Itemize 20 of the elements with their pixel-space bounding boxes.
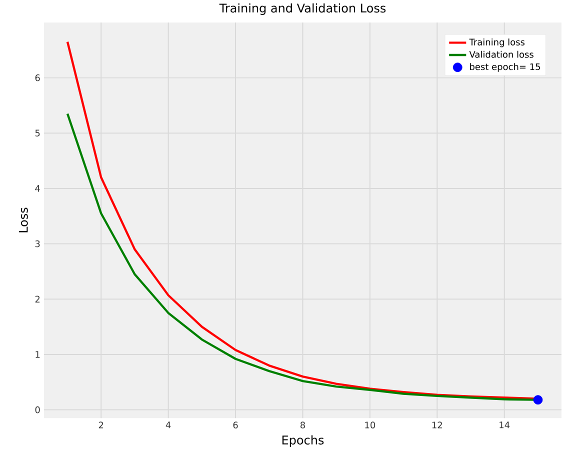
chart-title: Training and Validation Loss bbox=[219, 3, 386, 15]
x-tick-label: 10 bbox=[365, 422, 376, 428]
x-tick-label: 4 bbox=[166, 422, 171, 428]
x-axis-title: Epochs bbox=[282, 435, 324, 447]
x-tick-label: 6 bbox=[233, 422, 238, 428]
y-tick-label: 3 bbox=[35, 240, 40, 248]
y-tick-label: 1 bbox=[36, 351, 40, 358]
x-tick-label: 12 bbox=[432, 422, 442, 428]
y-tick-label: 0 bbox=[35, 406, 40, 414]
legend-label: Validation loss bbox=[469, 50, 534, 58]
y-tick-label: 2 bbox=[35, 296, 40, 302]
legend-label: best epoch= 15 bbox=[470, 63, 540, 72]
legend-label: Training loss bbox=[469, 38, 525, 48]
y-axis-title: Loss bbox=[18, 208, 28, 232]
y-tick-label: 4 bbox=[35, 185, 40, 192]
x-tick-label: 8 bbox=[300, 422, 305, 428]
x-tick-label: 14 bbox=[500, 422, 510, 428]
y-tick-label: 5 bbox=[35, 130, 40, 136]
y-tick-label: 6 bbox=[35, 74, 40, 82]
x-tick-label: 2 bbox=[98, 422, 104, 428]
